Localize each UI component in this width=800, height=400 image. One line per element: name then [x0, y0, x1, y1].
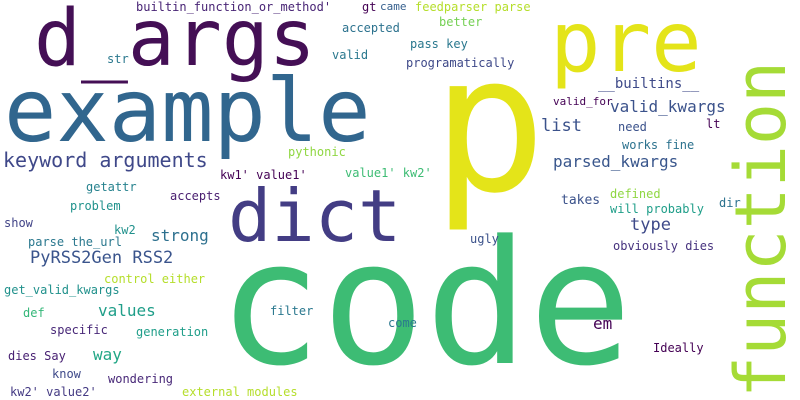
word: filter [270, 304, 314, 318]
word: parsed_kwargs [553, 152, 679, 171]
word: valid_for [553, 95, 613, 108]
word: ugly [470, 232, 499, 246]
word: pass key [410, 37, 468, 51]
word: getattr [86, 180, 137, 194]
word: way [93, 345, 122, 364]
word: generation [136, 325, 209, 339]
word: external modules [182, 385, 298, 399]
word: keyword arguments [3, 148, 208, 172]
word: function [720, 60, 800, 398]
word: need [618, 120, 647, 134]
word: values [98, 301, 156, 320]
word: accepted [342, 21, 400, 35]
word: obviously dies [613, 239, 715, 253]
word: value1' kw2' [345, 166, 432, 180]
word: control either [104, 272, 206, 286]
word: came [380, 0, 407, 13]
word: dir [719, 196, 741, 210]
word: def [23, 306, 45, 320]
word: kw1' value1' [220, 168, 307, 182]
word: better [439, 15, 483, 29]
word: d_args [34, 0, 316, 84]
word: will probably [610, 202, 704, 216]
word: kw2' value2' [10, 385, 97, 399]
word: parse the_url [28, 235, 122, 249]
word: Ideally [653, 341, 704, 355]
word: problem [70, 199, 121, 213]
word: programatically [406, 56, 515, 70]
word: know [52, 367, 81, 381]
word: code [218, 203, 633, 400]
word: em [593, 314, 613, 333]
word: works fine [622, 138, 695, 152]
word: gt [362, 0, 377, 14]
word: defined [610, 187, 661, 201]
word: strong [151, 226, 209, 245]
word: pythonic [288, 145, 346, 159]
word: feedparser parse [415, 0, 531, 14]
word: pre [550, 0, 702, 91]
word: example [4, 60, 371, 162]
word: show [4, 216, 33, 230]
word: __builtins__ [598, 76, 700, 92]
word: accepts [170, 189, 221, 203]
word: dict [228, 174, 402, 258]
word: come [388, 316, 417, 330]
word: takes [561, 193, 601, 208]
word: builtin_function_or_method' [136, 0, 332, 14]
word: wondering [108, 372, 174, 386]
word: type [630, 215, 671, 235]
word: PyRSS2Gen RSS2 [30, 248, 174, 268]
word: specific [50, 323, 108, 337]
word: valid [332, 48, 369, 62]
word: lt [706, 117, 721, 131]
word: list [541, 116, 582, 136]
word: get_valid_kwargs [4, 283, 120, 297]
word: valid_kwargs [610, 97, 726, 116]
word: dies Say [8, 349, 66, 363]
word: str [107, 52, 129, 66]
word: p [432, 14, 547, 235]
word: kw2 [114, 223, 136, 237]
